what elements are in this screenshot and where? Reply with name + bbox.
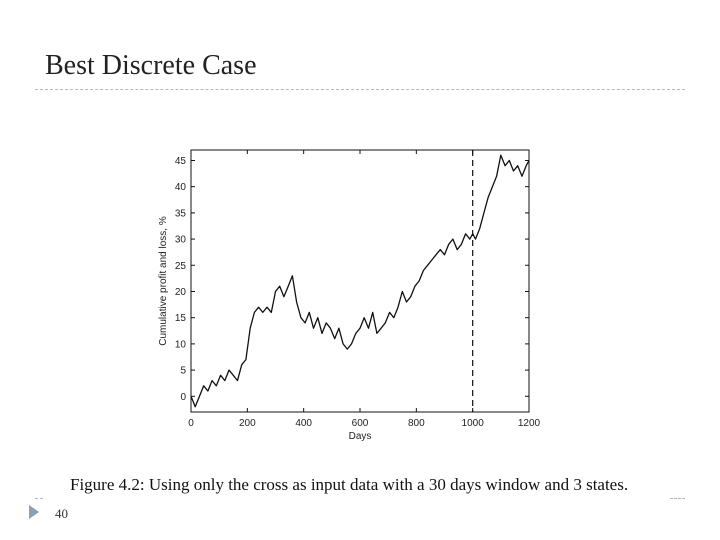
x-tick-label: 600 [352,418,369,429]
y-tick-label: 10 [175,339,187,350]
plot-frame [190,149,530,413]
series-line-cumulative-pnl [190,154,530,408]
figure-caption: Figure 4.2: Using only the cross as inpu… [70,475,629,494]
x-axis-ticks: 0 200 400 600 800 1000 1200 [188,150,541,429]
x-tick-label: 1200 [518,418,541,429]
slide-title: Best Discrete Case [45,50,257,81]
footer-divider-left [35,498,43,499]
y-axis-ticks: 0 5 10 15 20 25 30 35 40 45 [175,156,529,403]
x-tick-label: 1000 [462,418,485,429]
y-tick-label: 30 [175,235,187,246]
plot-area-group [190,149,530,413]
y-tick-label: 15 [175,313,187,324]
x-axis-label: Days [349,431,372,442]
footer-divider-right [670,498,685,499]
x-tick-label: 200 [239,418,256,429]
page-marker-triangle-icon [29,505,39,519]
page-number: 40 [55,506,68,521]
y-axis-label: Cumulative profit and loss, % [158,216,169,346]
x-tick-label: 0 [188,418,194,429]
chart-figure: 0 200 400 600 800 1000 1200 0 5 10 15 20 25 30 35 40 45… [150,140,550,445]
y-tick-label: 25 [175,261,187,272]
y-tick-label: 45 [175,156,187,167]
y-tick-label: 5 [180,366,186,377]
pnl-chart: 0 200 400 600 800 1000 1200 0 5 10 15 20 25 30 35 40 45… [158,149,541,442]
y-tick-label: 35 [175,208,187,219]
x-tick-label: 800 [408,418,425,429]
x-tick-label: 400 [295,418,312,429]
title-divider [35,89,685,90]
y-tick-label: 20 [175,287,187,298]
y-tick-label: 0 [180,392,186,403]
y-tick-label: 40 [175,182,187,193]
